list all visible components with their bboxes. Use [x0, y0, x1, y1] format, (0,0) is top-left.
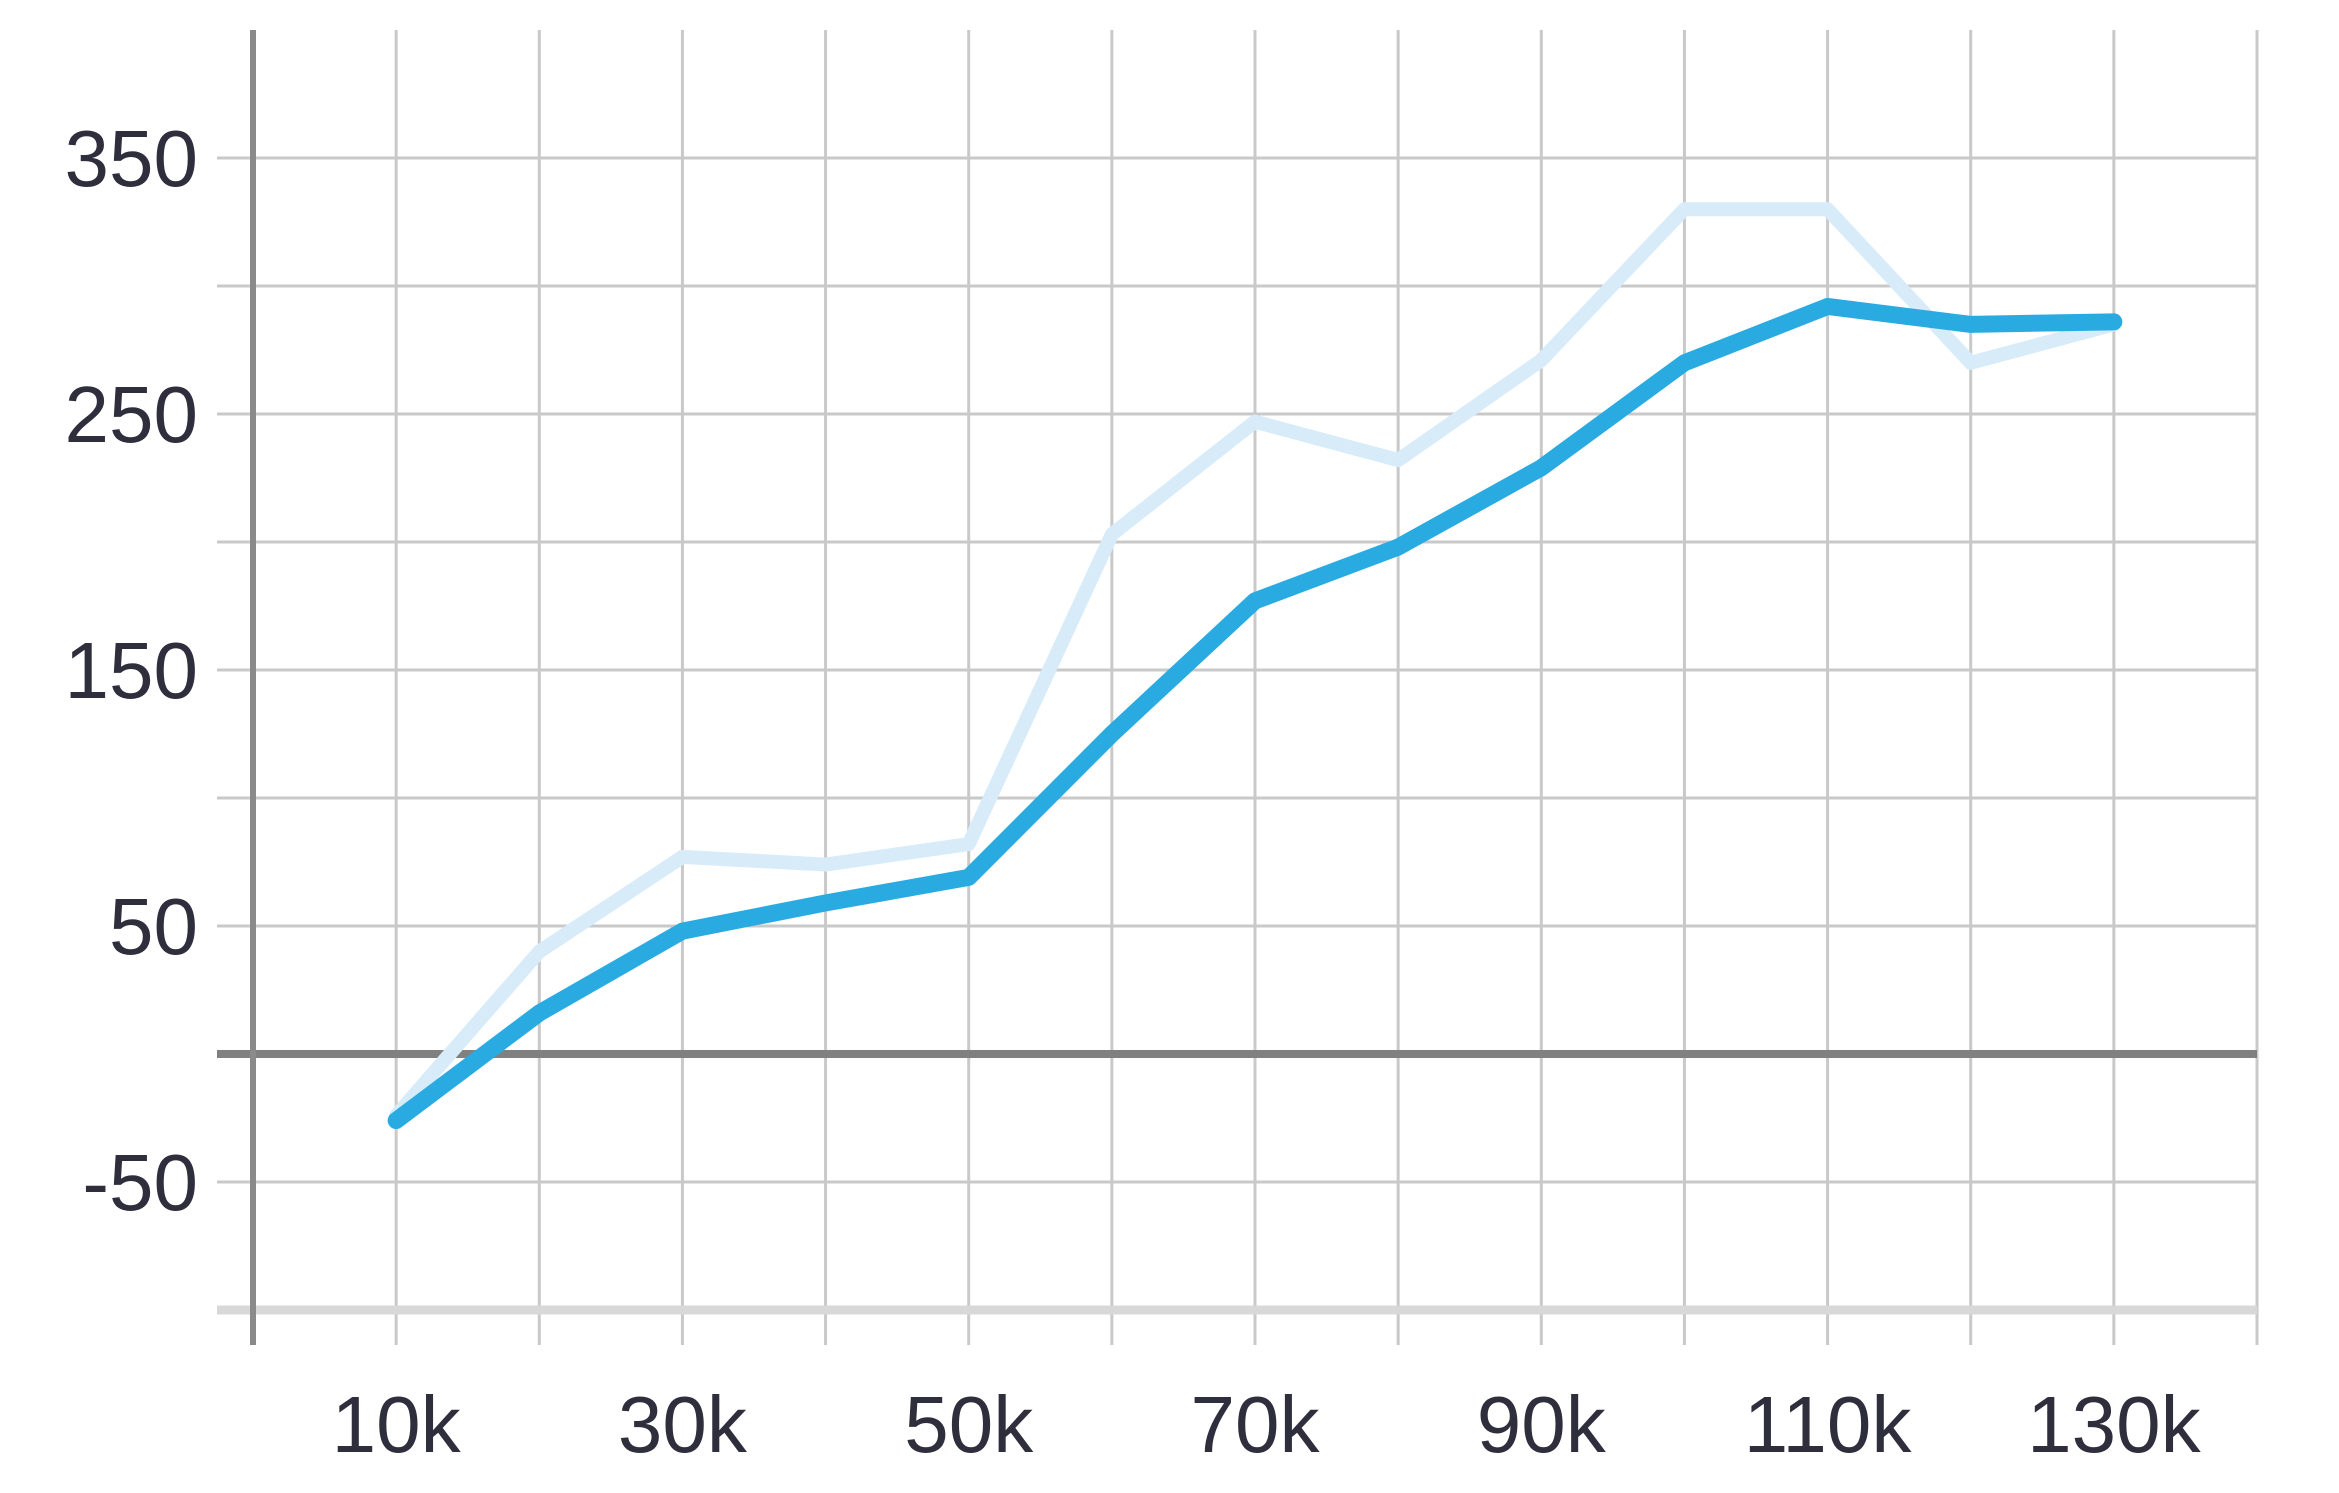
y-tick-label: 150 — [65, 626, 198, 715]
x-tick-label: 90k — [1477, 1380, 1607, 1469]
axis-label-layer: 350 250 150 50 -50 10k 30k 50k 70k 90k 110k 130k — [65, 114, 2202, 1469]
y-tick-label: 50 — [109, 882, 198, 971]
series-line-light-blue-series — [389, 202, 2121, 1123]
x-tick-label: 30k — [618, 1380, 748, 1469]
x-tick-label: 70k — [1191, 1380, 1321, 1469]
y-tick-label: -50 — [82, 1138, 198, 1227]
x-tick-label: 10k — [332, 1380, 462, 1469]
x-tick-label: 130k — [2027, 1380, 2201, 1469]
x-tick-label: 50k — [904, 1380, 1034, 1469]
x-tick-label: 110k — [1744, 1380, 1913, 1469]
y-tick-label: 350 — [65, 114, 198, 203]
grid-layer — [217, 30, 2259, 1345]
series-line-bold-blue-series — [387, 297, 2123, 1130]
y-tick-label: 250 — [65, 370, 198, 459]
series-layer — [387, 202, 2123, 1130]
